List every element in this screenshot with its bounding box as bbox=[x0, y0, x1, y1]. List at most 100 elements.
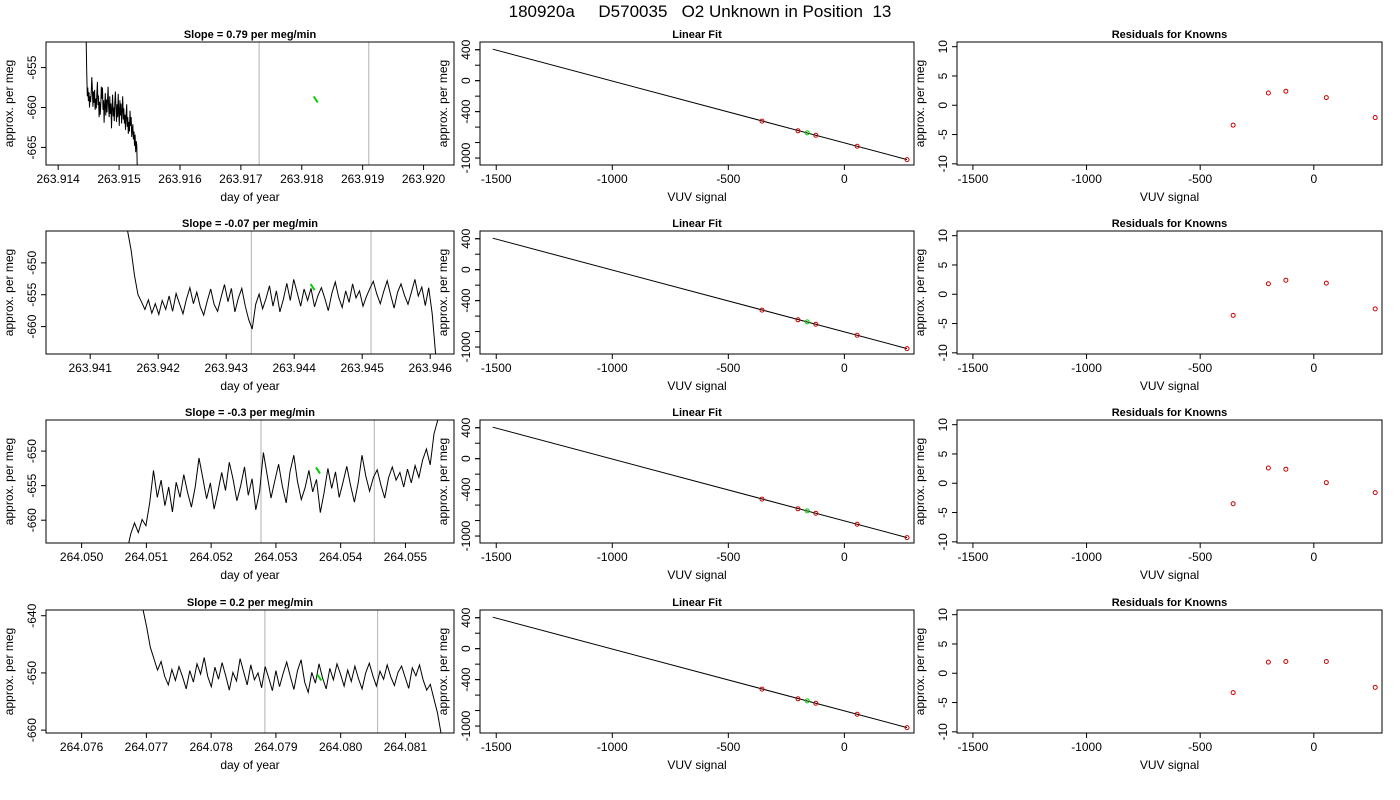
plot-area bbox=[492, 426, 910, 541]
y-axis-label: approx. per meg bbox=[913, 249, 927, 336]
plot-area bbox=[1230, 465, 1378, 507]
x-tick-label: 263.918 bbox=[280, 172, 324, 186]
x-tick-label: -1000 bbox=[597, 172, 628, 186]
y-tick-label: -660 bbox=[25, 718, 39, 742]
x-tick-label: -500 bbox=[716, 550, 740, 564]
plot-frame bbox=[45, 609, 455, 734]
residual-point bbox=[1323, 280, 1329, 286]
x-tick-label: -1000 bbox=[1071, 740, 1102, 754]
x-tick-label: 0 bbox=[841, 361, 848, 375]
known-point bbox=[759, 307, 765, 313]
unknown-point bbox=[804, 130, 810, 136]
y-tick-label: -400 bbox=[459, 667, 473, 691]
plot-frame bbox=[45, 230, 455, 355]
chart-panel-linear-fit-row4: Linear Fit -1500 -1000 -500 0 VUV signal 400 0 -… bbox=[436, 597, 915, 772]
x-tick-label: -1000 bbox=[597, 740, 628, 754]
fit-line bbox=[492, 616, 908, 729]
chart-title: Slope = -0.07 per meg/min bbox=[182, 218, 318, 230]
signal-trace-line bbox=[127, 231, 437, 354]
x-axis-label: VUV signal bbox=[1140, 379, 1199, 393]
unknown-point bbox=[804, 319, 810, 325]
x-tick-label: -1000 bbox=[1071, 550, 1102, 564]
plot-frame bbox=[479, 419, 915, 544]
residual-point bbox=[1230, 690, 1236, 696]
y-axis-label: approx. per meg bbox=[913, 438, 927, 525]
plot-area bbox=[128, 420, 439, 543]
x-tick-label: -500 bbox=[1188, 550, 1212, 564]
known-point bbox=[904, 535, 910, 541]
x-tick-label: -1000 bbox=[1071, 172, 1102, 186]
x-tick-label: 0 bbox=[1310, 172, 1317, 186]
x-tick-label: 263.917 bbox=[219, 172, 263, 186]
residual-point bbox=[1323, 480, 1329, 486]
chart-title: Linear Fit bbox=[672, 407, 722, 419]
residual-point bbox=[1372, 684, 1378, 690]
y-tick-label: 5 bbox=[936, 72, 950, 79]
plot-frame bbox=[956, 609, 1383, 734]
residual-point bbox=[1283, 88, 1289, 94]
chart-panel-linear-fit-row3: Linear Fit -1500 -1000 -500 0 VUV signal 400 0 -… bbox=[436, 407, 915, 582]
known-point bbox=[759, 686, 765, 692]
x-axis-label: VUV signal bbox=[667, 758, 726, 772]
known-point bbox=[795, 506, 801, 512]
known-point bbox=[854, 711, 860, 717]
plot-frame bbox=[45, 419, 455, 544]
y-tick-label: 400 bbox=[459, 417, 473, 437]
y-tick-label: -400 bbox=[459, 99, 473, 123]
plot-frame bbox=[956, 230, 1383, 355]
y-tick-label: -10 bbox=[936, 155, 950, 173]
y-tick-label: 0 bbox=[936, 670, 950, 677]
x-tick-label: -1500 bbox=[481, 361, 512, 375]
x-tick-label: 264.079 bbox=[254, 740, 298, 754]
y-tick-label: -10 bbox=[936, 344, 950, 362]
chart-panel-linear-fit-row1: Linear Fit -1500 -1000 -500 0 VUV signal 400 0 -… bbox=[436, 29, 915, 204]
y-tick-label: 5 bbox=[936, 640, 950, 647]
known-point bbox=[795, 128, 801, 134]
x-axis-label: VUV signal bbox=[1140, 190, 1199, 204]
x-tick-label: -1500 bbox=[958, 550, 989, 564]
known-point bbox=[813, 321, 819, 327]
residual-point bbox=[1323, 95, 1329, 101]
signal-trace-line bbox=[142, 610, 442, 733]
y-tick-label: -1000 bbox=[459, 710, 473, 741]
page-title: 180920a D570035 O2 Unknown in Position 1… bbox=[508, 2, 892, 21]
x-tick-label: 264.050 bbox=[60, 550, 104, 564]
y-tick-label: -640 bbox=[25, 603, 39, 627]
plot-frame bbox=[956, 419, 1383, 544]
y-axis-label: approx. per meg bbox=[913, 628, 927, 715]
x-tick-label: 264.080 bbox=[319, 740, 363, 754]
plot-frame bbox=[479, 230, 915, 355]
y-tick-label: 5 bbox=[936, 450, 950, 457]
residual-point bbox=[1265, 281, 1271, 287]
known-point bbox=[854, 332, 860, 338]
plot-area bbox=[1230, 277, 1378, 318]
y-tick-label: -400 bbox=[459, 288, 473, 312]
x-axis-label: VUV signal bbox=[1140, 758, 1199, 772]
chart-title: Slope = 0.79 per meg/min bbox=[184, 29, 317, 41]
residual-point bbox=[1323, 659, 1329, 665]
x-tick-label: 264.077 bbox=[125, 740, 169, 754]
known-point bbox=[904, 725, 910, 731]
chart-title: Linear Fit bbox=[672, 597, 722, 609]
residual-point bbox=[1265, 90, 1271, 96]
fit-line bbox=[492, 237, 908, 350]
y-tick-label: -5 bbox=[936, 318, 950, 329]
y-tick-label: -400 bbox=[459, 477, 473, 501]
x-tick-label: 263.916 bbox=[158, 172, 202, 186]
residual-point bbox=[1372, 306, 1378, 312]
signal-trace-line bbox=[128, 420, 439, 543]
x-axis-label: day of year bbox=[220, 379, 279, 393]
x-tick-label: 263.946 bbox=[409, 361, 453, 375]
y-tick-label: -1000 bbox=[459, 520, 473, 551]
y-tick-label: -650 bbox=[25, 251, 39, 275]
x-tick-label: 263.943 bbox=[205, 361, 249, 375]
plot-area bbox=[85, 42, 370, 165]
x-tick-label: -1500 bbox=[481, 550, 512, 564]
chart-title: Residuals for Knowns bbox=[1112, 407, 1228, 419]
plot-frame bbox=[45, 41, 455, 166]
x-tick-label: 263.915 bbox=[97, 172, 141, 186]
known-point bbox=[813, 510, 819, 516]
x-tick-label: -1000 bbox=[597, 361, 628, 375]
x-axis-label: VUV signal bbox=[667, 568, 726, 582]
y-tick-label: 10 bbox=[936, 229, 950, 243]
